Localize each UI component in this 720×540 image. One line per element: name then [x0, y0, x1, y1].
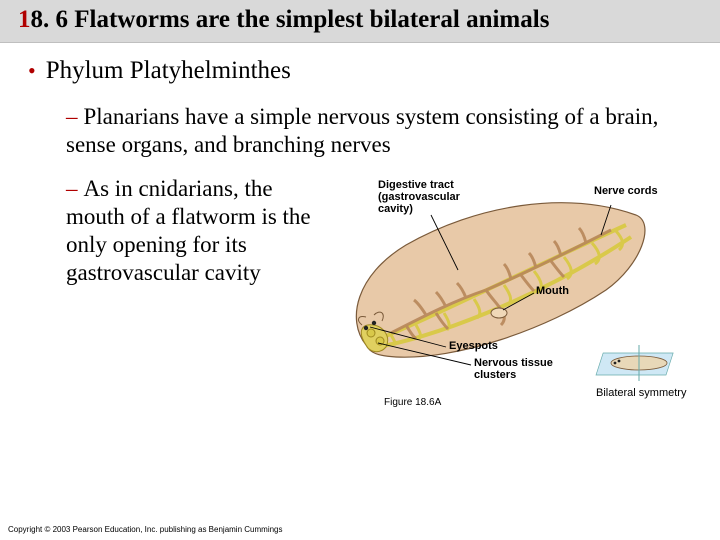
level2-bullet-a: –Planarians have a simple nervous system… [66, 103, 698, 159]
level2b-text: As in cnidarians, the mouth of a flatwor… [66, 176, 311, 285]
label-eyespots: Eyespots [449, 340, 498, 352]
label-digestive: Digestive tract (gastrovascular cavity) [378, 179, 478, 215]
level1-bullet: • Phylum Platyhelminthes [28, 57, 698, 85]
level2-bullet-b: –As in cnidarians, the mouth of a flatwo… [66, 175, 336, 415]
label-nervous-clusters: Nervous tissue clusters [474, 357, 564, 381]
label-mouth: Mouth [536, 285, 569, 297]
level2a-text: Planarians have a simple nervous system … [66, 104, 658, 157]
slide-title-bar: 18. 6 Flatworms are the simplest bilater… [0, 0, 720, 43]
label-bilateral: Bilateral symmetry [596, 387, 686, 399]
dash-icon: – [66, 176, 78, 201]
figure-caption: Figure 18.6A [384, 397, 441, 408]
copyright-line: Copyright © 2003 Pearson Education, Inc.… [8, 525, 283, 534]
planarian-diagram: Digestive tract (gastrovascular cavity) … [336, 175, 698, 415]
label-nerve-cords: Nerve cords [594, 185, 658, 197]
dash-icon: – [66, 104, 78, 129]
level1-text: Phylum Platyhelminthes [46, 57, 291, 85]
lower-row: –As in cnidarians, the mouth of a flatwo… [66, 175, 698, 415]
slide-title: 18. 6 Flatworms are the simplest bilater… [18, 6, 702, 34]
slide-content: • Phylum Platyhelminthes –Planarians hav… [0, 43, 720, 415]
bullet-icon: • [28, 57, 36, 85]
